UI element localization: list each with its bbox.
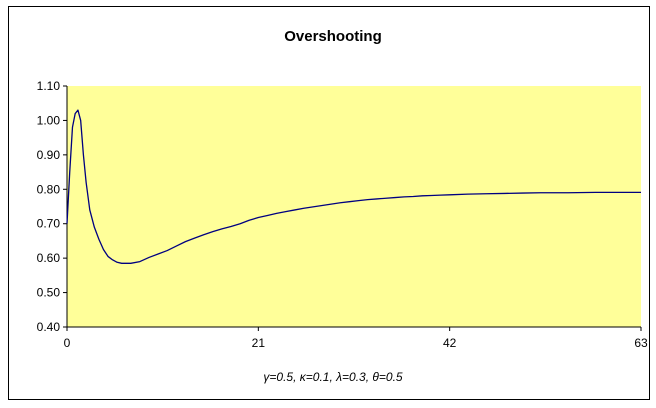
plot-area bbox=[67, 86, 641, 327]
y-tick-label: 0.40 bbox=[37, 320, 61, 334]
series-line bbox=[66, 109, 641, 264]
chart-frame: Overshooting 0.40 0.50 0.60 0.70 0.80 0.90 1.0… bbox=[8, 6, 650, 400]
line-chart: Overshooting 0.40 0.50 0.60 0.70 0.80 0.90 1.0… bbox=[37, 28, 648, 384]
x-axis-label: γ=0.5, κ=0.1, λ=0.3, θ=0.5 bbox=[263, 370, 403, 384]
y-tick-label: 0.60 bbox=[37, 251, 61, 265]
y-tick-label: 0.50 bbox=[37, 286, 61, 300]
x-tick-label: 21 bbox=[252, 336, 266, 350]
chart-title: Overshooting bbox=[284, 28, 382, 45]
y-tick-label: 0.70 bbox=[37, 217, 61, 231]
y-tick-label: 1.10 bbox=[37, 79, 61, 93]
y-tick-label: 1.00 bbox=[37, 113, 61, 127]
x-tick-label: 63 bbox=[634, 336, 648, 350]
x-tick-label: 0 bbox=[64, 336, 71, 350]
y-tick-label: 0.90 bbox=[37, 148, 61, 162]
x-tick-label: 42 bbox=[443, 336, 457, 350]
y-tick-label: 0.80 bbox=[37, 182, 61, 196]
